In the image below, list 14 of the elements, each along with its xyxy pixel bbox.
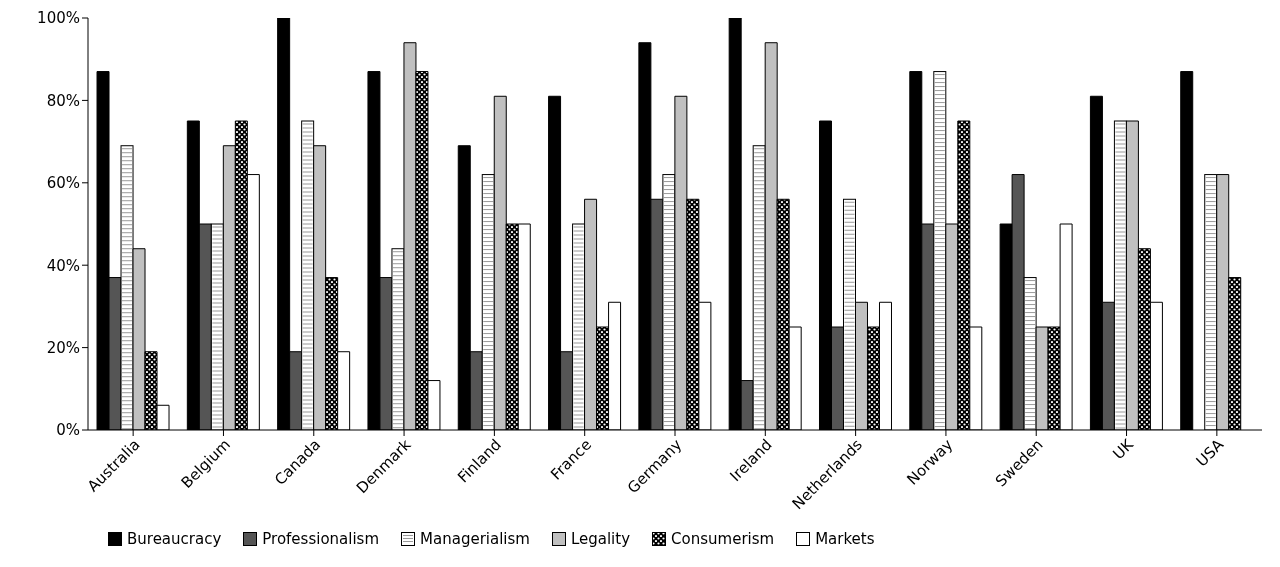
legend-label: Bureaucracy <box>127 530 222 548</box>
y-tick-label: 20% <box>46 338 80 357</box>
x-tick-label: USA <box>1192 435 1228 471</box>
x-tick-label: UK <box>1109 434 1138 464</box>
legend-label: Professionalism <box>262 530 380 548</box>
y-tick-label: 60% <box>46 174 80 193</box>
y-tick-label: 0% <box>56 421 80 440</box>
legend-label: Managerialism <box>420 530 530 548</box>
legend-label: Markets <box>815 530 875 548</box>
legend-label: Consumerism <box>671 530 775 548</box>
y-tick-label: 100% <box>37 9 80 28</box>
y-tick-label: 40% <box>46 256 80 275</box>
y-tick-label: 80% <box>46 91 80 110</box>
legend-label: Legality <box>570 530 631 548</box>
